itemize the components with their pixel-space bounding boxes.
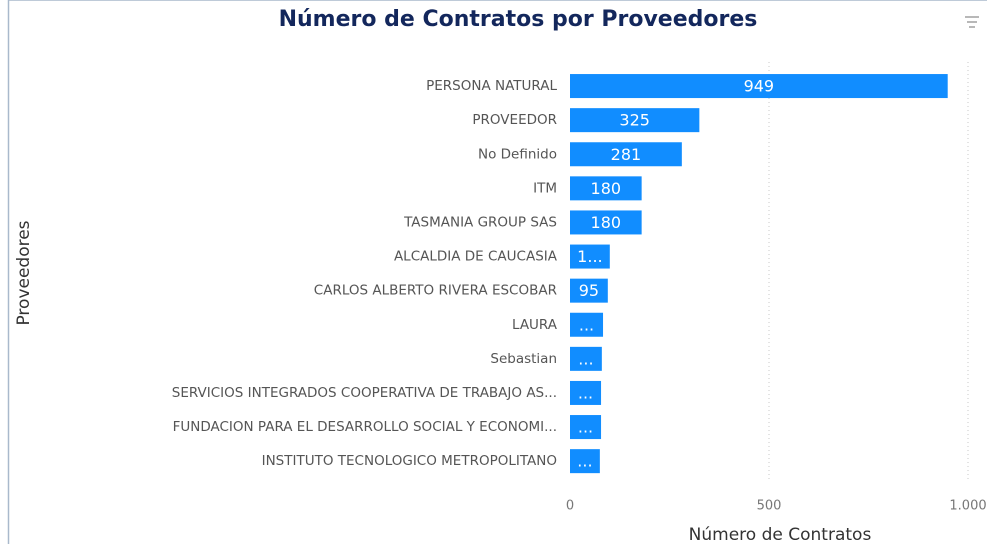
x-tick-label: 1.000: [949, 499, 986, 514]
data-label: 949: [744, 77, 775, 96]
y-tick-label: TASMANIA GROUP SAS: [403, 214, 557, 230]
data-label: 180: [591, 179, 622, 198]
bar: [570, 380, 602, 405]
y-tick-label: FUNDACION PARA EL DESARROLLO SOCIAL Y EC…: [173, 419, 557, 435]
data-label: 95: [579, 281, 599, 300]
x-axis-label: Número de Contratos: [689, 525, 872, 544]
y-tick-label: LAURA: [512, 317, 558, 333]
y-axis-label: Proveedores: [14, 220, 34, 325]
bar: [570, 176, 642, 201]
visual-border: [7, 0, 987, 544]
y-tick-label: Sebastian: [490, 351, 557, 367]
y-tick-label: PROVEEDOR: [472, 112, 557, 128]
bar: [570, 244, 610, 269]
bar: [570, 74, 948, 99]
data-label: ...: [577, 452, 592, 471]
bar: [570, 108, 700, 133]
data-label: 325: [619, 111, 650, 130]
data-label: ...: [578, 418, 593, 437]
bar: [570, 346, 602, 371]
bar: [570, 449, 600, 474]
x-tick-label: 500: [757, 499, 782, 514]
data-label: ...: [579, 315, 594, 334]
y-tick-label: ALCALDIA DE CAUCASIA: [394, 249, 558, 265]
data-label: ...: [578, 383, 593, 402]
bar: [570, 278, 608, 303]
data-label: 1...: [577, 247, 602, 266]
y-tick-label: CARLOS ALBERTO RIVERA ESCOBAR: [314, 283, 557, 299]
y-tick-label: PERSONA NATURAL: [426, 78, 557, 94]
y-tick-label: SERVICIOS INTEGRADOS COOPERATIVA DE TRAB…: [172, 385, 557, 401]
y-tick-label: No Definido: [478, 146, 557, 162]
bar: [570, 210, 642, 235]
data-label: 281: [611, 145, 642, 164]
bar: [570, 142, 682, 167]
x-tick-label: 0: [566, 499, 574, 514]
bar: [570, 415, 602, 440]
y-tick-label: ITM: [533, 180, 557, 196]
filter-icon[interactable]: [965, 16, 979, 28]
y-tick-label: INSTITUTO TECNOLOGICO METROPOLITANO: [262, 453, 557, 469]
bar: [570, 312, 604, 337]
data-label: 180: [591, 213, 622, 232]
data-label: ...: [578, 349, 593, 368]
chart-title: Número de Contratos por Proveedores: [279, 7, 758, 32]
